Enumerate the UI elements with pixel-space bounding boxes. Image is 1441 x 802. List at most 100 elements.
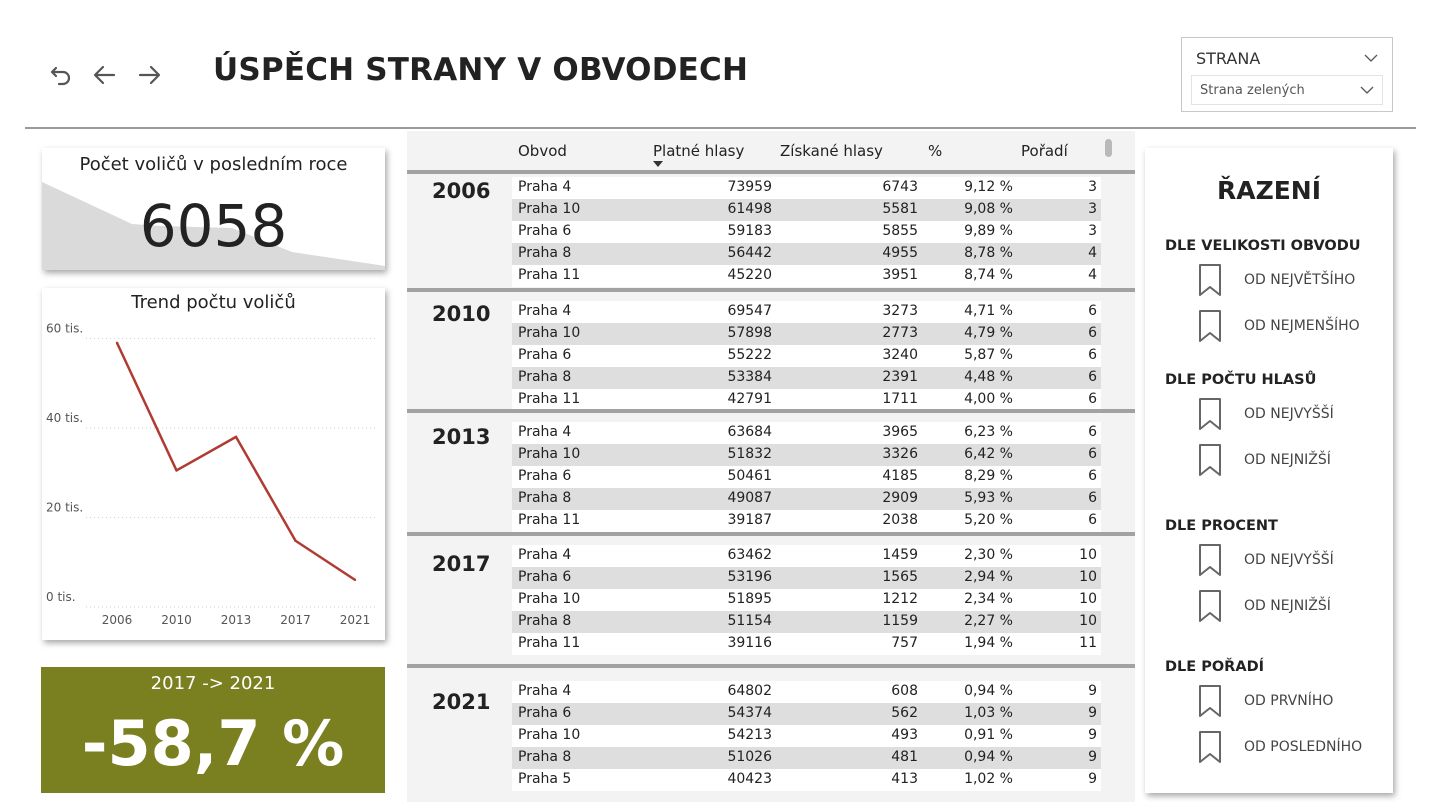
table-row[interactable]: Praha 11 39187 2038 5,20 % 6 [512, 510, 1101, 532]
cell-ziskane: 3273 [882, 303, 918, 319]
cell-platne: 39187 [727, 512, 772, 528]
trend-point[interactable] [175, 469, 178, 472]
cell-obvod: Praha 10 [518, 325, 581, 341]
column-header-poradi[interactable]: Pořadí [1021, 142, 1068, 160]
sort-section-label: DLE VELIKOSTI OBVODU [1165, 238, 1361, 254]
table-row[interactable]: Praha 4 73959 6743 9,12 % 3 [512, 177, 1101, 199]
party-dropdown-value: Strana zelených [1200, 82, 1305, 98]
cell-ziskane: 562 [891, 705, 918, 721]
cell-obvod: Praha 11 [518, 267, 581, 283]
sort-button[interactable]: OD NEJNIŽŠÍ [1197, 442, 1377, 478]
table-row[interactable]: Praha 6 50461 4185 8,29 % 6 [512, 466, 1101, 488]
table-row[interactable]: Praha 4 63462 1459 2,30 % 10 [512, 545, 1101, 567]
table-row[interactable]: Praha 6 54374 562 1,03 % 9 [512, 703, 1101, 725]
cell-obvod: Praha 6 [518, 347, 572, 363]
cell-platne: 39116 [727, 635, 772, 651]
scrollbar-thumb[interactable] [1105, 139, 1112, 157]
cell-obvod: Praha 4 [518, 424, 572, 440]
year-group: 2010 Praha 4 69547 3273 4,71 % 6 Praha 10 57898… [407, 288, 1135, 411]
cell-obvod: Praha 8 [518, 245, 572, 261]
table-row[interactable]: Praha 11 42791 1711 4,00 % 6 [512, 389, 1101, 411]
back-button[interactable] [88, 58, 122, 92]
forward-button[interactable] [132, 58, 166, 92]
table-row[interactable]: Praha 8 53384 2391 4,48 % 6 [512, 367, 1101, 389]
cell-poradi: 6 [1088, 490, 1097, 506]
sort-button[interactable]: OD NEJNIŽŠÍ [1197, 588, 1377, 624]
sort-button[interactable]: OD NEJVYŠŠÍ [1197, 396, 1377, 432]
table-row[interactable]: Praha 8 56442 4955 8,78 % 4 [512, 243, 1101, 265]
table-row[interactable]: Praha 6 53196 1565 2,94 % 10 [512, 567, 1101, 589]
group-separator [407, 288, 1135, 292]
trend-point[interactable] [294, 539, 297, 542]
sorting-panel: ŘAZENÍ DLE VELIKOSTI OBVODU OD NEJVĚTŠÍHO… [1145, 148, 1393, 793]
sort-button[interactable]: OD NEJVYŠŠÍ [1197, 542, 1377, 578]
trend-series-line[interactable] [115, 342, 356, 581]
sort-button[interactable]: OD POSLEDNÍHO [1197, 729, 1377, 765]
table-row[interactable]: Praha 4 69547 3273 4,71 % 6 [512, 301, 1101, 323]
change-label: 2017 -> 2021 [150, 673, 276, 694]
slicer-header[interactable]: STRANA [1182, 38, 1392, 72]
column-header-pct[interactable]: % [928, 142, 943, 160]
group-separator [407, 664, 1135, 668]
table-row[interactable]: Praha 10 61498 5581 9,08 % 3 [512, 199, 1101, 221]
party-dropdown[interactable]: Strana zelených [1191, 75, 1383, 105]
sort-button-label: OD POSLEDNÍHO [1244, 739, 1363, 755]
kpi-sparkline-background [42, 182, 385, 270]
sort-button-label: OD NEJVYŠŠÍ [1244, 406, 1334, 422]
table-row[interactable]: Praha 10 57898 2773 4,79 % 6 [512, 323, 1101, 345]
sort-button[interactable]: OD NEJMENŠÍHO [1197, 308, 1377, 344]
trend-chart-card: Trend počtu voličů 0 tis. 20 tis. 40 tis. 6… [42, 288, 385, 640]
chevron-down-icon[interactable] [1364, 54, 1378, 63]
cell-poradi: 10 [1079, 591, 1097, 607]
table-row[interactable]: Praha 4 63684 3965 6,23 % 6 [512, 422, 1101, 444]
sort-button[interactable]: OD PRVNÍHO [1197, 683, 1377, 719]
cell-obvod: Praha 6 [518, 705, 572, 721]
cell-platne: 73959 [727, 179, 772, 195]
column-header-ziskane[interactable]: Získané hlasy [780, 142, 883, 160]
cell-pct: 1,02 % [964, 771, 1013, 787]
cell-obvod: Praha 10 [518, 446, 581, 462]
cell-obvod: Praha 4 [518, 303, 572, 319]
x-tick-label: 2010 [161, 613, 192, 627]
cell-poradi: 3 [1088, 223, 1097, 239]
bookmark-icon [1199, 398, 1221, 430]
cell-pct: 2,30 % [964, 547, 1013, 563]
sort-button[interactable]: OD NEJVĚTŠÍHO [1197, 262, 1377, 298]
table-row[interactable]: Praha 10 51895 1212 2,34 % 10 [512, 589, 1101, 611]
table-row[interactable]: Praha 11 39116 757 1,94 % 11 [512, 633, 1101, 655]
x-tick-label: 2021 [340, 613, 371, 627]
table-header: Obvod Platné hlasy Získané hlasy % Pořad… [407, 131, 1135, 171]
cell-pct: 5,20 % [964, 512, 1013, 528]
table-row[interactable]: Praha 8 49087 2909 5,93 % 6 [512, 488, 1101, 510]
cell-pct: 4,71 % [964, 303, 1013, 319]
group-year-label: 2010 [432, 302, 491, 326]
undo-button[interactable] [44, 58, 78, 92]
cell-poradi: 10 [1079, 569, 1097, 585]
cell-platne: 53196 [727, 569, 772, 585]
cell-pct: 2,94 % [964, 569, 1013, 585]
table-row[interactable]: Praha 6 55222 3240 5,87 % 6 [512, 345, 1101, 367]
table-row[interactable]: Praha 10 54213 493 0,91 % 9 [512, 725, 1101, 747]
trend-point[interactable] [115, 341, 119, 345]
trend-point[interactable] [353, 578, 357, 582]
cell-obvod: Praha 11 [518, 512, 581, 528]
group-separator [407, 170, 1135, 174]
bookmark-icon [1199, 731, 1221, 763]
table-row[interactable]: Praha 11 45220 3951 8,74 % 4 [512, 265, 1101, 287]
arrow-right-icon [138, 65, 161, 85]
table-row[interactable]: Praha 8 51154 1159 2,27 % 10 [512, 611, 1101, 633]
cell-poradi: 4 [1088, 267, 1097, 283]
table-row[interactable]: Praha 8 51026 481 0,94 % 9 [512, 747, 1101, 769]
cell-obvod: Praha 6 [518, 569, 572, 585]
trend-point[interactable] [234, 435, 238, 439]
y-tick-label: 60 tis. [46, 321, 83, 335]
column-header-obvod[interactable]: Obvod [518, 142, 567, 160]
column-header-platne[interactable]: Platné hlasy [653, 142, 745, 160]
table-row[interactable]: Praha 6 59183 5855 9,89 % 3 [512, 221, 1101, 243]
table-row[interactable]: Praha 4 64802 608 0,94 % 9 [512, 681, 1101, 703]
cell-obvod: Praha 4 [518, 683, 572, 699]
table-row[interactable]: Praha 10 51832 3326 6,42 % 6 [512, 444, 1101, 466]
cell-poradi: 6 [1088, 369, 1097, 385]
table-row[interactable]: Praha 5 40423 413 1,02 % 9 [512, 769, 1101, 791]
sort-button-label: OD PRVNÍHO [1244, 693, 1334, 709]
